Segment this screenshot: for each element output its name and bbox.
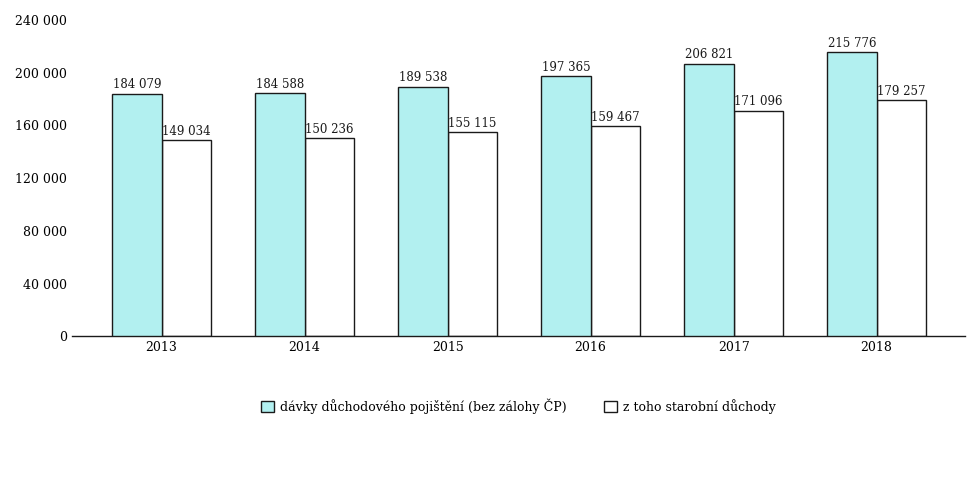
Bar (591, 126, 640, 337)
Text: 197 365: 197 365 (542, 61, 590, 74)
Text: 179 257: 179 257 (877, 85, 925, 98)
Bar (112, 94, 162, 337)
Text: 189 538: 189 538 (399, 71, 447, 84)
Bar (398, 87, 448, 337)
Text: 150 236: 150 236 (305, 123, 354, 136)
Text: 206 821: 206 821 (685, 49, 733, 61)
Bar (827, 52, 876, 337)
Text: 159 467: 159 467 (591, 111, 640, 124)
Text: 155 115: 155 115 (448, 117, 497, 129)
Bar (255, 93, 305, 337)
Bar (541, 76, 591, 337)
Text: 149 034: 149 034 (162, 124, 211, 138)
Text: 184 079: 184 079 (113, 78, 161, 91)
Bar (162, 140, 211, 337)
Text: 184 588: 184 588 (256, 78, 304, 91)
Text: 171 096: 171 096 (734, 96, 783, 108)
Bar (876, 100, 926, 337)
Legend: dávky důchodového pojištění (bez zálohy ČP), z toho starobní důchody: dávky důchodového pojištění (bez zálohy … (256, 393, 781, 419)
Bar (734, 111, 783, 337)
Text: 215 776: 215 776 (828, 37, 876, 49)
Bar (305, 138, 354, 337)
Bar (684, 64, 734, 337)
Bar (448, 132, 497, 337)
